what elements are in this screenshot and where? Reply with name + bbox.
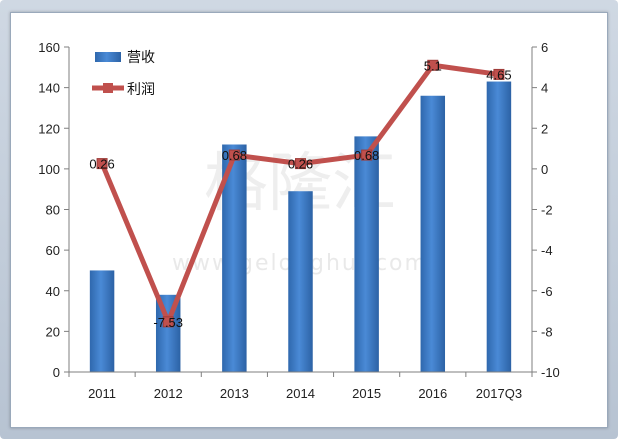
legend-label-line: 利润: [127, 82, 155, 98]
y-right-tick-label: -10: [541, 365, 560, 380]
data-label: 0.68: [222, 148, 247, 163]
y-left-tick-label: 20: [46, 324, 60, 339]
x-tick-label: 2017Q3: [476, 386, 522, 401]
bar: [420, 95, 446, 372]
line-point: [295, 158, 306, 170]
data-label: 5.1: [424, 58, 442, 73]
y-right-tick-label: -6: [541, 284, 553, 299]
data-label: -7.53: [153, 315, 183, 330]
y-right-tick-label: -2: [541, 203, 553, 218]
y-right-tick-label: 6: [541, 40, 548, 55]
x-tick-label: 2012: [154, 386, 183, 401]
y-right-tick-label: -8: [541, 324, 553, 339]
line-point: [427, 59, 439, 71]
data-label: 4.65: [486, 67, 511, 82]
y-left-tick-label: 140: [38, 81, 60, 96]
bar: [354, 136, 379, 372]
y-right-tick-label: 0: [541, 162, 548, 177]
y-right-tick-label: 2: [541, 121, 548, 136]
y-left-tick-label: 60: [46, 243, 60, 258]
line-point: [493, 68, 505, 80]
line-series: 0.26 -7.53 0.68 0.26 0.68 5.1 4.65: [89, 58, 511, 330]
bar: [222, 144, 247, 372]
x-tick-label: 2015: [352, 386, 381, 401]
y-left-tick-label: 0: [53, 365, 60, 380]
y-left-tick-label: 160: [38, 40, 60, 55]
y-right-tick-label: 4: [541, 81, 548, 96]
legend-label-bar: 营收: [127, 50, 155, 66]
bar: [486, 81, 512, 372]
line-point: [228, 149, 240, 161]
data-label: 0.26: [89, 157, 114, 172]
x-tick-label: 2014: [286, 386, 315, 401]
data-label: 0.68: [354, 148, 379, 163]
axes: 0 20 40 60 80 100 120 140 160 -10 -8 -6 -4 -2 0 2 4 6 2011…: [38, 40, 560, 401]
y-left-tick-label: 80: [46, 203, 60, 218]
x-tick-label: 2013: [220, 386, 249, 401]
legend-swatch-bar: [95, 52, 121, 62]
x-tick-label: 2011: [88, 386, 116, 401]
bar-series: [89, 81, 512, 372]
bar: [288, 191, 313, 372]
y-left-tick-label: 100: [38, 162, 60, 177]
y-right-tick-label: -4: [541, 243, 553, 258]
line-point: [361, 149, 373, 161]
y-left-tick-label: 40: [46, 284, 60, 299]
bar: [89, 270, 115, 372]
line-point: [96, 158, 108, 170]
x-tick-label: 2016: [418, 386, 447, 401]
legend-marker-line: [103, 83, 113, 93]
y-left-tick-label: 120: [38, 121, 60, 136]
line-point: [162, 316, 174, 328]
data-label: 0.26: [288, 157, 313, 172]
